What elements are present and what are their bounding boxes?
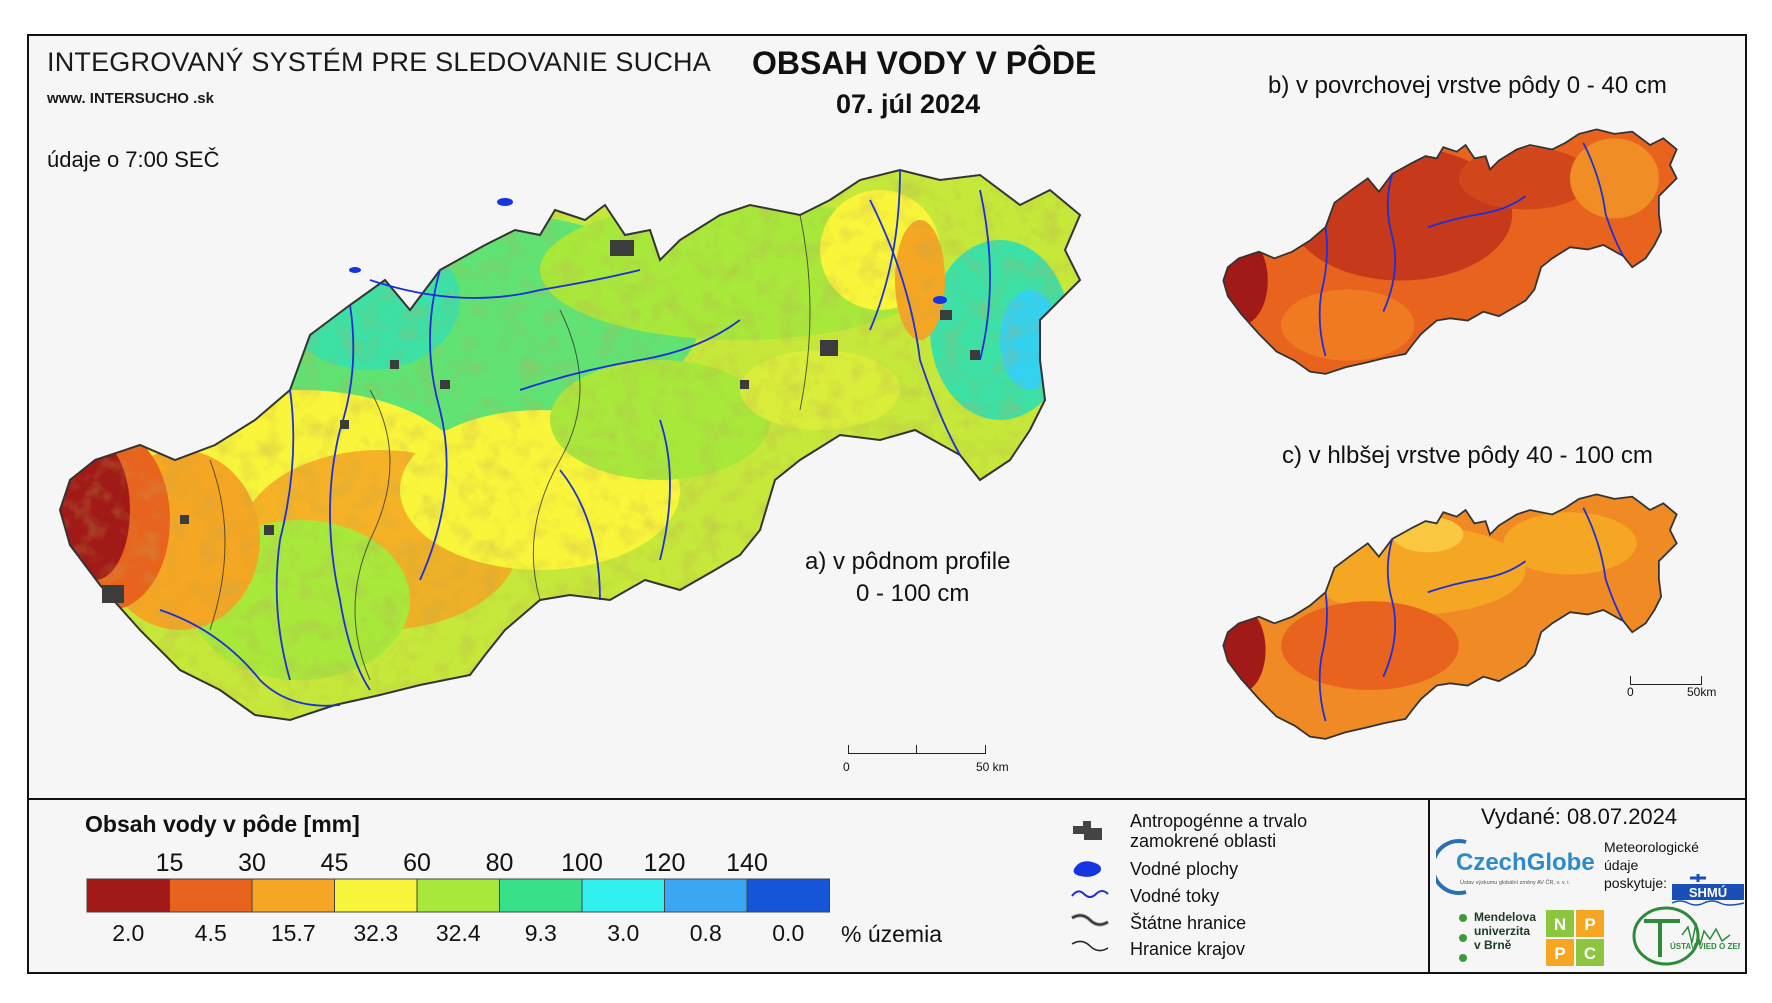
map-date: 07. júl 2024	[836, 89, 981, 119]
main-scale-bar	[848, 745, 986, 754]
main-scale-start: 0	[843, 760, 850, 774]
legend-state-border-label: Štátne hranice	[1130, 913, 1247, 933]
legend-percent-label: 32.4	[435, 920, 481, 946]
percent-unit: % územia	[841, 921, 942, 947]
legend-percent-label: 2.0	[112, 920, 145, 946]
legend-percent-label: 0.0	[772, 920, 805, 946]
czechglobe-subtitle: Ústav výzkumu globální změny AV ČR, v. v…	[1460, 879, 1571, 886]
legend-color-bar	[86, 878, 830, 913]
uvz-text: ÚSTAV VIED O ZEMI	[1670, 942, 1740, 951]
czechglobe-logo: CzechGlobe Ústav výzkumu globální změny …	[1436, 839, 1595, 895]
water-body-icon	[1073, 861, 1101, 877]
urban-area-icon	[1073, 821, 1102, 840]
mendel-line-1: Mendelova	[1474, 910, 1537, 924]
meteo-line-2: údaje	[1604, 857, 1639, 873]
region-border-icon	[1071, 940, 1109, 952]
legend-threshold-label: 45	[320, 849, 349, 877]
small-scale-bar	[1630, 676, 1702, 685]
legend-percent-label: 3.0	[607, 920, 640, 946]
legend-region-border-label: Hranice krajov	[1130, 939, 1246, 959]
meteo-line-3: poskytuje:	[1604, 875, 1668, 891]
legend-color-swatch	[746, 878, 830, 913]
legend-color-swatch	[334, 878, 418, 913]
legend-percent-label: 0.8	[689, 920, 722, 946]
nppc-logo: N P P C	[1546, 910, 1604, 966]
footer-divider	[1428, 798, 1430, 974]
main-scale-end: 50 km	[976, 760, 1009, 774]
mendel-line-3: v Brně	[1474, 938, 1512, 952]
legend-percent-label: 4.5	[194, 920, 227, 946]
legend-threshold-label: 140	[726, 849, 768, 877]
mendel-university-text: Mendelova univerzita v Brně	[1474, 910, 1536, 952]
issued-date: Vydané: 08.07.2024	[1481, 804, 1678, 829]
legend-color-swatch	[251, 878, 335, 913]
system-url[interactable]: www. INTERSUCHO .sk	[47, 90, 214, 107]
small-scale-start: 0	[1627, 685, 1634, 699]
map-title: OBSAH VODY V PÔDE	[752, 45, 1097, 81]
surface-layer-map	[1222, 128, 1678, 375]
meteo-line-1: Meteorologické	[1604, 839, 1699, 855]
legend-color-swatch	[86, 878, 170, 913]
shmu-text: SHMÚ	[1689, 885, 1727, 900]
main-soil-water-map	[58, 168, 1082, 722]
legend-threshold-label: 15	[155, 849, 184, 877]
main-scale-bar-mid	[916, 745, 917, 754]
legend-threshold-label: 60	[403, 849, 431, 877]
legend-urban-label: Antropogénne a trvalo zamokrené oblasti	[1130, 811, 1308, 851]
mendel-university-logo	[1459, 914, 1467, 962]
data-time: údaje o 7:00 SEČ	[47, 147, 220, 172]
legend-color-swatch	[664, 878, 748, 913]
legend-percent-label: 9.3	[524, 920, 557, 946]
nppc-letter-2: P	[1584, 915, 1595, 934]
legend-percent-label: 15.7	[270, 920, 316, 946]
shmu-logo: SHMÚ	[1671, 874, 1745, 906]
legend-water-body-label: Vodné plochy	[1130, 859, 1239, 879]
deep-layer-map	[1222, 493, 1678, 740]
main-map-label-line2: 0 - 100 cm	[856, 580, 970, 607]
surface-map-label: b) v povrchovej vrstve pôdy 0 - 40 cm	[1268, 72, 1667, 99]
state-border-icon	[1070, 913, 1110, 927]
system-title: INTEGROVANÝ SYSTÉM PRE SLEDOVANIE SUCHA	[47, 47, 711, 77]
small-scale-end: 50km	[1687, 685, 1717, 699]
legend-threshold-label: 120	[643, 849, 686, 877]
legend-threshold-label: 80	[485, 849, 514, 877]
legend-percent-label: 32.3	[353, 920, 399, 946]
legend-title: Obsah vody v pôde [mm]	[85, 811, 360, 837]
legend-divider	[27, 798, 1747, 800]
meteo-provider-text: Meteorologické údaje poskytuje:	[1604, 838, 1699, 892]
deep-map-label: c) v hlbšej vrstve pôdy 40 - 100 cm	[1282, 442, 1653, 469]
legend-color-swatch	[169, 878, 253, 913]
legend-color-swatch	[581, 878, 665, 913]
mendel-line-2: univerzita	[1474, 924, 1531, 938]
legend-color-swatch	[499, 878, 583, 913]
earth-science-institute-logo: ÚSTAV VIED O ZEMI	[1632, 906, 1740, 966]
nppc-letter-4: C	[1584, 944, 1596, 963]
river-icon	[1071, 890, 1109, 898]
nppc-letter-3: P	[1554, 944, 1565, 963]
legend-color-swatch	[416, 878, 500, 913]
main-map-label-line1: a) v pôdnom profile	[805, 548, 1011, 575]
nppc-letter-1: N	[1554, 915, 1566, 934]
czechglobe-name: CzechGlobe	[1456, 849, 1595, 876]
legend-river-label: Vodné toky	[1130, 886, 1220, 906]
legend-threshold-label: 100	[561, 849, 603, 877]
legend-threshold-label: 30	[238, 849, 266, 877]
